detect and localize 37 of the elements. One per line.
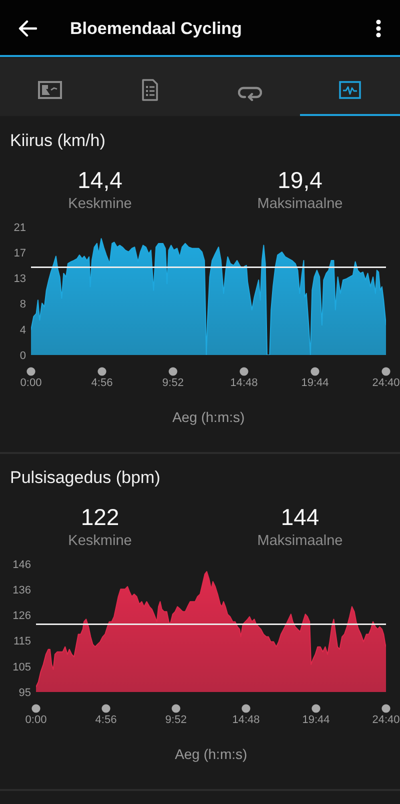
chart-title: Pulsisagedus (bpm)	[10, 468, 160, 487]
y-tick-label: 146	[12, 558, 31, 571]
text: Keskmine	[68, 533, 132, 549]
x-tick-label: 9:52	[165, 714, 187, 726]
x-tick-label: 4:56	[95, 714, 117, 726]
text: 122	[80, 504, 120, 530]
y-tick-label: 136	[12, 584, 31, 597]
text: 144	[280, 504, 320, 530]
text: Maksimaalne	[257, 533, 343, 549]
text: 19,4	[278, 167, 322, 193]
y-tick-label: 4	[20, 324, 26, 336]
x-tick-label: 0:00	[25, 714, 47, 726]
x-tick-label: 4:56	[91, 377, 113, 389]
y-tick-label: 95	[18, 686, 31, 699]
x-tick-label: 9:52	[162, 377, 184, 389]
x-tick-label: 14:48	[230, 377, 258, 389]
y-tick-label: 21	[14, 222, 26, 234]
chart-title: Kiirus (km/h)	[10, 131, 106, 150]
text: Bloemendaal Cycling	[70, 19, 242, 38]
y-tick-label: 0	[20, 350, 26, 362]
y-tick-label: 13	[14, 273, 26, 286]
y-tick-label: 105	[12, 661, 31, 674]
y-tick-label: 17	[14, 248, 26, 260]
x-tick-label: 19:44	[302, 714, 330, 726]
y-tick-label: 8	[20, 298, 26, 311]
x-tick-label: 24:40	[372, 714, 400, 726]
y-tick-label: 115	[13, 636, 31, 648]
x-tick-label: 19:44	[301, 377, 329, 389]
x-tick-label: 0:00	[20, 377, 42, 389]
x-axis-title: Aeg (h:m:s)	[172, 409, 245, 425]
y-tick-label: 126	[12, 610, 31, 622]
x-axis-title: Aeg (h:m:s)	[174, 746, 248, 762]
text: Maksimaalne	[257, 196, 343, 212]
x-tick-label: 14:48	[232, 714, 260, 726]
text: 14,4	[78, 167, 122, 193]
x-tick-label: 24:40	[372, 377, 400, 389]
text: Keskmine	[68, 196, 132, 212]
